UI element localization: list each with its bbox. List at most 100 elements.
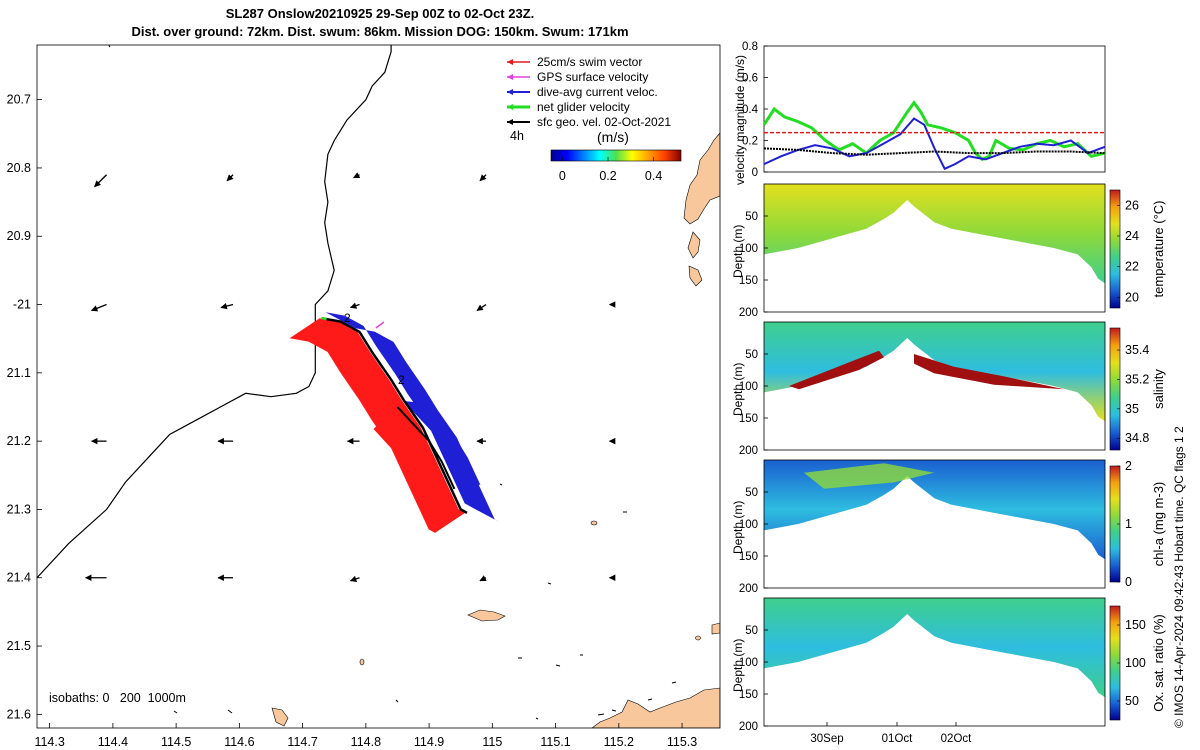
legend-arrowhead [507,119,513,125]
depth-tick-label: 200 [739,445,758,457]
salinity-maximum-core-east [914,354,1064,390]
sfc-geo-vel-arrow [349,302,360,309]
salinity-maximum-core [789,350,884,390]
colorbar-tick-label: 0.2 [599,169,616,183]
land-island-mid [467,609,506,622]
colorbar-tick-label: 1 [1125,517,1132,531]
legend-interval-label: 4h [510,129,524,143]
map-ytick-label: 21.5 [7,639,31,653]
colorbar-tick-label: 24 [1125,229,1139,243]
map-ytick-label: 21.2 [7,434,31,448]
map-xtick-label: 114.3 [34,735,64,749]
legend-arrowhead [507,59,513,65]
colorbar-tick-label: 0 [559,169,566,183]
depth-tick-label: 150 [739,551,758,563]
colorbar-tick-label: 0 [1125,575,1132,589]
net-glider-velocity-start [321,316,327,321]
sfc-geo-vel-arrow [226,174,234,182]
sfc-geo-vel-arrow [352,172,361,179]
credit-text: © IMOS 14-Apr-2024 09:42:43 Hobart time.… [1172,426,1186,728]
colorbar-label: (m/s) [597,129,629,145]
colorbar-salinity [1109,327,1121,451]
land-islet-d [711,622,720,635]
legend-arrowhead [507,104,513,110]
map-ytick-label: 21.3 [7,502,31,516]
sfc-geo-vel-arrow [220,302,234,310]
map-xtick-label: 114.6 [224,735,254,749]
depth-tick-label: 100 [739,243,758,255]
colorbar-tick-label: 34.8 [1125,431,1149,445]
velocity-ytick-label: 0.4 [742,104,759,116]
map-xtick-label: 114.8 [351,735,381,749]
sfc-geo-vel-arrow [349,575,360,582]
land-islet-f [359,658,365,666]
velocity-series-line [763,117,1106,171]
depth-tick-label: 100 [739,519,758,531]
velocity-ylabel: velocity magnitude (m/s) [733,55,747,185]
dive-avg-swath-west [403,401,481,485]
land-island-north [683,132,720,225]
map-ytick-label: -21 [13,298,31,312]
legend-entry-label: sfc geo. vel. 02-Oct-2021 [537,115,671,129]
coastline [37,45,392,579]
depth-tick-label: 150 [739,413,758,425]
time-tick-label: 01Oct [882,733,913,745]
depth-tick-label: 50 [745,211,758,223]
depth-tick-label: 150 [739,689,758,701]
sfc-geo-vel-arrow [476,303,487,312]
colorbar-temperature [1109,189,1121,309]
map-xtick-label: 114.4 [98,735,128,749]
colorbar-tick-label: 35 [1125,402,1139,416]
depth-tick-label: 50 [745,349,758,361]
depth-axis-label: Depth (m) [731,225,745,278]
section-data-area [764,322,1105,422]
colorbar-tick-label: 0.4 [645,169,662,183]
section-panel-temperature: 50 100 150 200 Depth (m) 20 22 24 26 temperature … [731,183,1166,319]
land-island-small-b [688,265,703,287]
map-xtick-label: 115 [482,735,502,749]
colorbar-tick-label: 26 [1125,198,1139,212]
colorbar-label: temperature (°C) [1151,201,1166,298]
map-ytick-label: 20.9 [7,229,31,243]
map-ytick-label: 20.7 [7,93,31,107]
map-contour-label-2: 2 [398,373,405,387]
sfc-geo-vel-arrow [479,575,487,582]
glider-track [321,316,468,514]
map-ytick-label: 20.8 [7,161,31,175]
colorbar-label: Ox. sat. ratio (%) [1151,614,1166,712]
map-xtick-label: 114.7 [287,735,317,749]
chlorophyll-maximum [804,463,934,489]
depth-tick-label: 200 [739,721,758,733]
depth-tick-label: 100 [739,657,758,669]
velocity-ytick-label: 0.8 [742,41,758,53]
colorbar-label: salinity [1151,369,1166,409]
land-islet-g [695,635,701,641]
isobath-features [108,45,677,720]
velocity-ytick-label: 0.2 [742,136,758,148]
colorbar-label: chl-a (mg m-3) [1151,482,1166,567]
isobaths-label: isobaths: 0 200 1000m [49,691,186,705]
depth-tick-label: 200 [739,307,758,319]
velocity-ytick-label: 0 [752,167,758,179]
depth-tick-label: 200 [739,583,758,595]
section-panel-salinity: 50 100 150 200 Depth (m) 34.8 35 35.2 35.4salini… [731,321,1166,457]
land-islet-e [590,520,598,526]
legend-arrowhead [507,89,513,95]
colorbar-tick-label: 150 [1125,618,1146,632]
depth-tick-label: 100 [739,381,758,393]
depth-tick-label: 50 [745,487,758,499]
glider-track-west [396,406,456,490]
map-xtick-label: 115.3 [667,735,697,749]
land-island-small-a [687,231,701,259]
velocity-ytick-label: 0.6 [742,73,758,85]
colorbar-tick-label: 35.4 [1125,343,1149,357]
section-panel-chl-a: 50 100 150 200 Depth (m) 0 1 2 chl-a (mg m-3) [731,459,1166,595]
legend-entry-label: GPS surface velocity [537,70,648,84]
depth-tick-label: 150 [739,275,758,287]
colorbar-tick-label: 35.2 [1125,372,1149,386]
sfc-geo-vel-arrow [94,174,108,188]
sfc-geo-vel-arrow [479,174,487,182]
